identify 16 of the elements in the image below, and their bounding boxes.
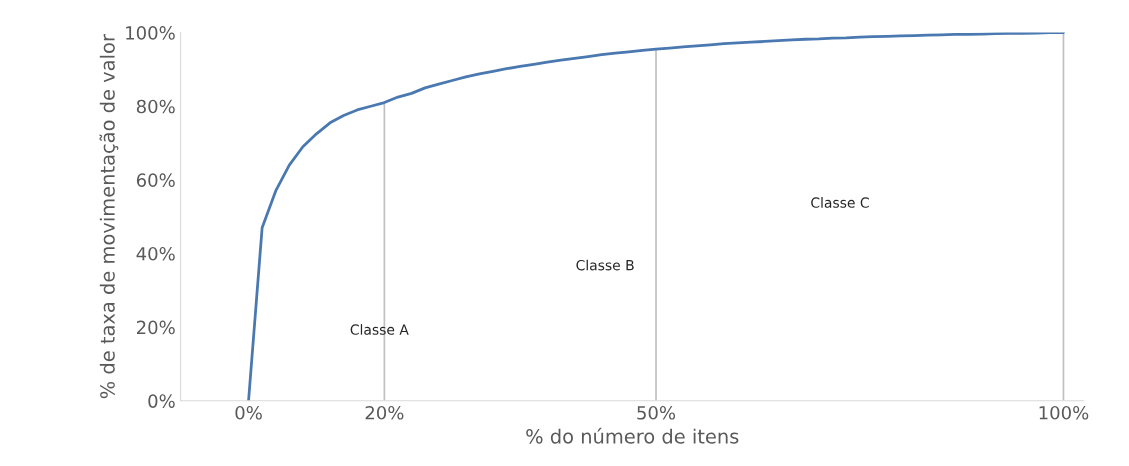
x-tick-label: 50% [637, 405, 676, 420]
y-axis-title: % de taxa de movimentação de valor [99, 34, 119, 399]
annotation: Classe A [350, 324, 409, 335]
x-tick-label: 0% [235, 405, 262, 420]
x-tick-label: 100% [1039, 405, 1089, 420]
y-tick-label: 20% [136, 320, 175, 335]
annotation: Classe B [576, 259, 634, 271]
y-tick-label: 80% [136, 99, 175, 114]
y-tick-label: 0% [148, 394, 175, 408]
y-tick-label: 60% [136, 173, 175, 187]
x-tick-label: 20% [365, 405, 404, 420]
line-series [247, 32, 1065, 401]
x-axis-title: % do número de itens [526, 427, 739, 444]
annotation: Classe C [811, 197, 869, 208]
y-tick-label: 40% [136, 246, 175, 261]
y-tick-label: 100% [126, 26, 175, 40]
